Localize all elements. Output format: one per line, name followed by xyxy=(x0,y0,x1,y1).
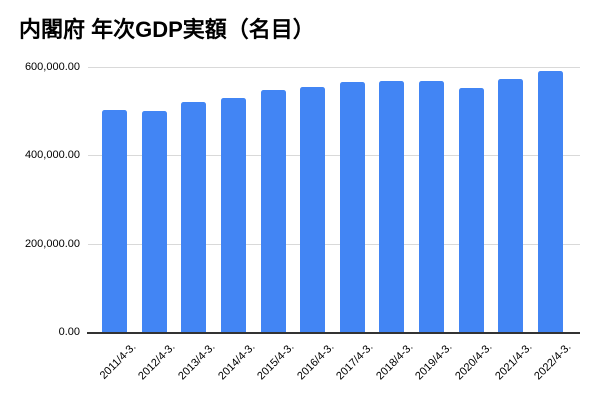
bar-2016 xyxy=(300,87,326,333)
gridline xyxy=(88,66,580,68)
bar-2022 xyxy=(537,71,563,333)
y-axis-tick-label: 400,000.00 xyxy=(24,149,80,161)
bar-2011 xyxy=(102,109,128,333)
bar-2012 xyxy=(141,110,167,333)
bar-2018 xyxy=(379,80,405,333)
bar-2015 xyxy=(260,90,286,333)
bar-2014 xyxy=(221,97,247,333)
gridline xyxy=(88,243,580,245)
bar-2019 xyxy=(418,81,444,333)
bar-2021 xyxy=(498,78,524,333)
y-axis-tick-label: 200,000.00 xyxy=(24,237,80,250)
bar-2020 xyxy=(458,88,484,333)
bar-2017 xyxy=(339,81,365,333)
bar-2013 xyxy=(181,102,207,333)
chart-title: 内閣府 年次GDP実額（名目） xyxy=(19,17,315,42)
x-axis-line xyxy=(87,332,580,334)
y-axis-tick-label: 0.00 xyxy=(58,326,80,338)
y-axis-tick-label: 600,000.00 xyxy=(24,60,80,73)
gridline xyxy=(88,155,580,156)
